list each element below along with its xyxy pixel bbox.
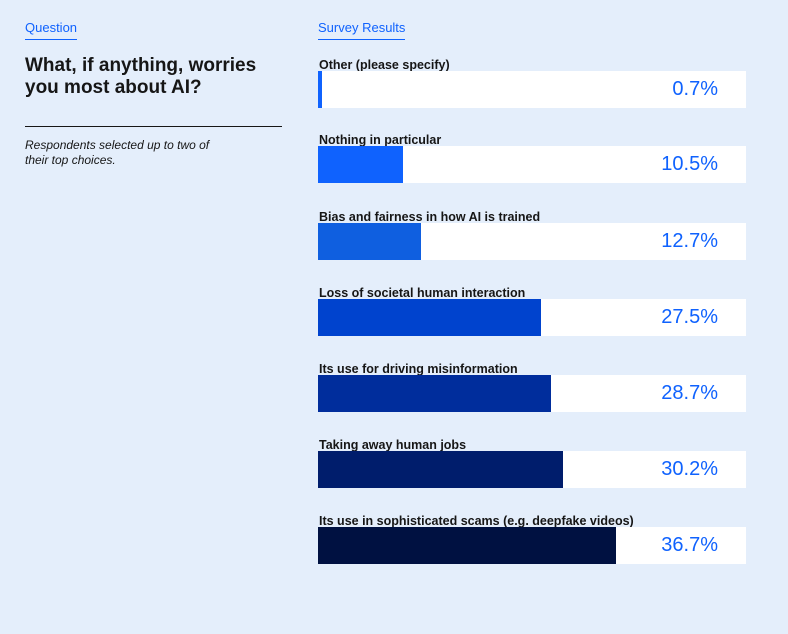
bar-value-label: 28.7% — [661, 382, 718, 404]
respondents-note: Respondents selected up to two of their … — [25, 138, 210, 167]
bar-value-label: 30.2% — [661, 458, 718, 480]
bar — [318, 527, 616, 564]
survey-results-panel: Survey Results Other (please specify) 0.7… — [318, 0, 746, 634]
bar-track: 28.7% — [318, 375, 746, 412]
bar-value-label: 0.7% — [672, 78, 718, 100]
bar-value-label: 12.7% — [661, 230, 718, 252]
bar-category-label: Nothing in particular — [319, 133, 442, 147]
bar — [318, 223, 422, 260]
bar-value-label: 27.5% — [661, 306, 718, 328]
question-section-label: Question — [25, 20, 78, 40]
bar — [318, 299, 542, 336]
bar — [318, 71, 322, 108]
bar-track: 12.7% — [318, 223, 746, 260]
bar-track: 27.5% — [318, 299, 746, 336]
bar-category-label: Loss of societal human interaction — [319, 286, 526, 300]
bar-track: 30.2% — [318, 451, 746, 488]
results-section-label: Survey Results — [318, 20, 406, 40]
bar — [318, 451, 564, 488]
bar-track: 10.5% — [318, 146, 746, 183]
bar — [318, 146, 404, 183]
bar-value-label: 10.5% — [661, 153, 718, 175]
bar-category-label: Taking away human jobs — [319, 438, 467, 452]
bar-category-label: Bias and fairness in how AI is trained — [319, 210, 541, 224]
bar-category-label: Its use in sophisticated scams (e.g. dee… — [319, 514, 634, 528]
bar-category-label: Its use for driving misinformation — [319, 362, 518, 376]
bar-category-label: Other (please specify) — [319, 58, 450, 72]
bar-value-label: 36.7% — [661, 534, 718, 556]
question-title: What, if anything, worries you most abou… — [25, 55, 257, 98]
bar-track: 36.7% — [318, 527, 746, 564]
question-divider — [25, 126, 282, 127]
bar — [318, 375, 552, 412]
bar-track: 0.7% — [318, 71, 746, 108]
